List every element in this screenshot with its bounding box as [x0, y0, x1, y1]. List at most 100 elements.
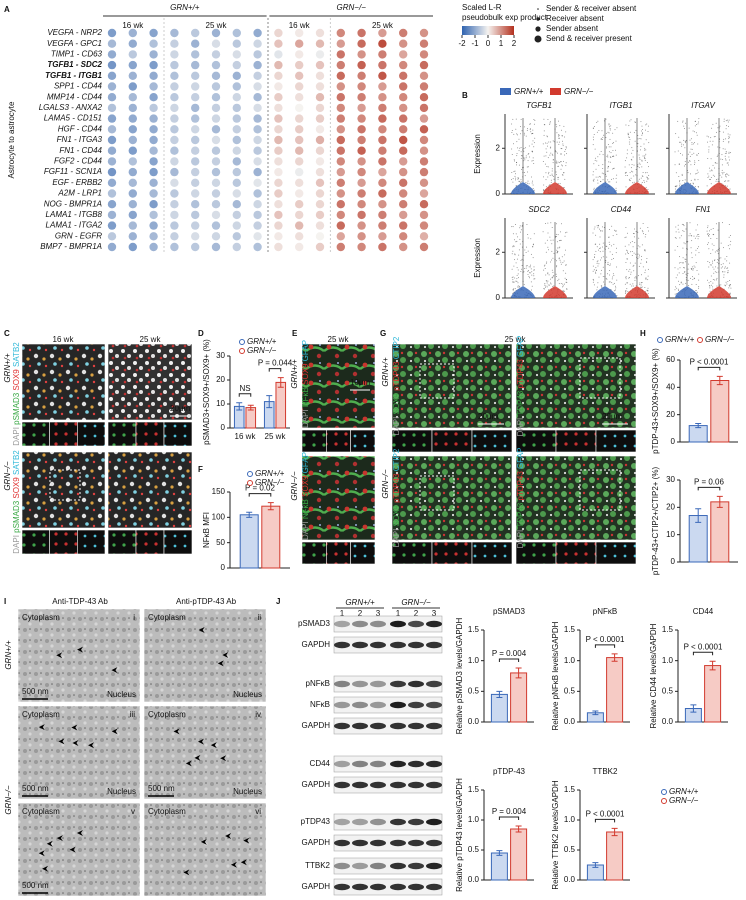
cell-point [696, 124, 698, 126]
cell-point [687, 279, 689, 281]
cell-point [678, 141, 680, 143]
cell-point [694, 237, 696, 239]
cell-point [635, 169, 637, 171]
legend-label: GRN+/+ [665, 335, 695, 344]
cell-point [685, 228, 687, 230]
cell-point [641, 175, 643, 177]
dot [128, 178, 137, 187]
dot [253, 178, 262, 187]
roi-box [579, 357, 621, 399]
cell-point [633, 181, 635, 183]
dot [170, 39, 179, 48]
cell-point [523, 150, 525, 152]
cell-point [593, 133, 595, 135]
cell-point [709, 140, 711, 142]
cell-point [728, 174, 730, 176]
dot [253, 232, 262, 241]
cell-point [695, 249, 697, 251]
cell-point [691, 266, 693, 268]
cell-point [565, 162, 567, 164]
dot [274, 50, 283, 59]
panel-title: ITGAV [691, 101, 715, 110]
band [370, 760, 386, 768]
inset [163, 529, 193, 555]
cell-point [530, 281, 532, 283]
legend-label: GRN−/− [255, 478, 285, 487]
cell-point [708, 282, 710, 284]
bar [245, 407, 257, 429]
cell-point [592, 259, 594, 261]
dot [295, 178, 304, 187]
cell-point [635, 174, 637, 176]
cell-point [603, 226, 605, 228]
cell-point [520, 179, 522, 181]
blot-row-label: pTDP43 [301, 817, 331, 826]
cell-point [698, 118, 700, 120]
cell-point [630, 242, 632, 244]
cell-point [688, 235, 690, 237]
cell-point [520, 229, 522, 231]
dot [170, 93, 179, 102]
cell-point [560, 283, 562, 285]
cell-point [559, 239, 561, 241]
cell-point [641, 244, 643, 246]
cell-point [694, 142, 696, 144]
cell-point [681, 262, 683, 264]
cell-point [555, 273, 557, 275]
cell-point [709, 230, 711, 232]
cell-point [513, 171, 515, 173]
dot [149, 135, 158, 145]
cell-point [563, 125, 565, 127]
cell-point [549, 123, 551, 125]
band [370, 839, 386, 847]
band [334, 641, 350, 649]
dot [357, 178, 366, 187]
dot [336, 210, 345, 220]
dot [253, 103, 262, 113]
cell-point [531, 160, 533, 162]
cell-point [603, 173, 605, 175]
scale-label: 20μm [170, 404, 191, 413]
cell-point [716, 237, 718, 239]
cell-point [640, 130, 642, 132]
panel-title: FN1 [695, 205, 710, 214]
error-bar [266, 395, 273, 409]
cell-point [629, 143, 631, 145]
cell-point [691, 252, 693, 254]
cell-point [685, 261, 687, 263]
dot [253, 221, 262, 230]
cell-point [722, 263, 724, 265]
colorbar-title: pseudobulk exp product [462, 13, 548, 22]
cell-point [711, 170, 713, 172]
dot [419, 167, 429, 177]
cell-point [609, 243, 611, 245]
cell-point [685, 254, 687, 256]
roi-box [419, 363, 455, 399]
dot [274, 200, 283, 209]
band [390, 641, 406, 649]
cell-point [729, 248, 731, 250]
cell-point [693, 163, 695, 165]
cell-point [528, 152, 530, 154]
cell-point [639, 246, 641, 248]
arrowhead [38, 850, 45, 857]
panel-label: F [198, 465, 203, 474]
cell-point [723, 138, 725, 140]
cell-point [520, 270, 522, 272]
dot [295, 189, 304, 198]
y-tick-label: 0.5 [564, 686, 576, 695]
cell-point [532, 244, 534, 246]
dot [211, 93, 221, 102]
cell-point [592, 139, 594, 141]
cell-point [543, 265, 545, 267]
dot [399, 242, 408, 252]
dot [378, 39, 387, 48]
cell-point [513, 133, 515, 135]
cell-point [532, 160, 534, 162]
cell-point [547, 157, 549, 159]
cell-point [708, 248, 710, 250]
cell-point [549, 122, 551, 124]
dot [232, 28, 241, 38]
cell-point [597, 176, 599, 178]
dot [253, 167, 262, 177]
